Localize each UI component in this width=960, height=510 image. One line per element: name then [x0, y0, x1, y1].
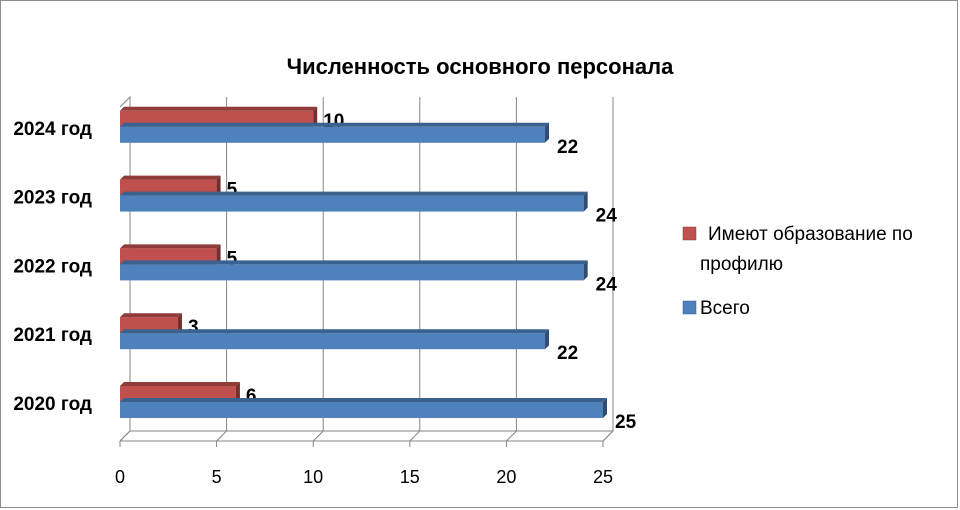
data-label-total: 24 [596, 206, 618, 227]
x-tick-label: 15 [400, 467, 420, 487]
bar-profile-top [120, 313, 182, 318]
data-label-profile: 5 [227, 180, 238, 201]
legend-label-total: Всего [700, 298, 750, 319]
bar-total-top [120, 122, 550, 127]
bar-total-side [603, 398, 607, 418]
x-tick-label: 0 [115, 467, 125, 487]
bar-profile-top [120, 106, 318, 111]
bar-total [120, 195, 584, 212]
gridline-floor [409, 430, 421, 442]
data-label-total: 25 [615, 412, 637, 433]
x-tick-label: 5 [212, 467, 222, 487]
gridline-floor [602, 430, 614, 442]
legend-swatch-profile [682, 226, 697, 241]
bar-total-side [545, 122, 550, 143]
bar-total-top [120, 329, 550, 334]
bar-total [120, 126, 546, 143]
data-label-profile: 6 [246, 386, 257, 407]
legend: Имеют образование по профилю Всего [682, 224, 913, 319]
x-tick-label: 10 [303, 467, 323, 487]
y-category-label: 2024 год [13, 119, 92, 140]
data-label-total: 22 [557, 137, 578, 158]
bar-total-side [583, 191, 588, 212]
bar-total [120, 333, 546, 350]
floor [120, 430, 615, 442]
data-label-total: 22 [557, 343, 578, 364]
bar-profile-side [216, 244, 221, 265]
bar-profile-top [120, 382, 240, 386]
bar-total-side [583, 260, 588, 281]
gridline-floor [312, 430, 324, 442]
y-category-label: 2021 год [13, 325, 92, 346]
bar-profile-top [120, 175, 221, 180]
legend-label-profile-line1: Имеют образование по [708, 224, 913, 245]
bar-profile-side [313, 106, 318, 127]
bar-total [120, 264, 584, 281]
bar-profile-top [120, 244, 221, 249]
data-label-profile: 3 [188, 317, 199, 338]
bar-total-side [545, 329, 550, 350]
data-label-total: 24 [596, 274, 618, 295]
x-tick-label: 20 [496, 467, 516, 487]
bar-total-top [120, 260, 588, 265]
gridline-floor [506, 430, 517, 442]
plot-area: 0 5 10 15 20 25 6 25 2020 год 3 22 2021 год 5 24 2022 … [13, 95, 637, 487]
bar-profile-side [216, 175, 221, 196]
legend-label-profile-line2: профилю [700, 254, 783, 275]
bar-total [120, 402, 603, 418]
bar-profile-side [235, 382, 240, 402]
y-category-label: 2022 год [13, 256, 92, 277]
chart-title: Численность основного персонала [287, 54, 674, 79]
data-label-profile: 5 [227, 248, 238, 269]
y-category-label: 2023 год [13, 188, 92, 209]
legend-swatch-total [682, 300, 697, 315]
gridline-floor [216, 430, 227, 442]
gridline-floor [119, 430, 131, 442]
bar-total-top [120, 191, 588, 196]
y-category-label: 2020 год [13, 394, 92, 415]
bar-profile-side [177, 313, 182, 334]
bar-total-top [120, 398, 607, 402]
x-tick-label: 25 [593, 467, 613, 487]
